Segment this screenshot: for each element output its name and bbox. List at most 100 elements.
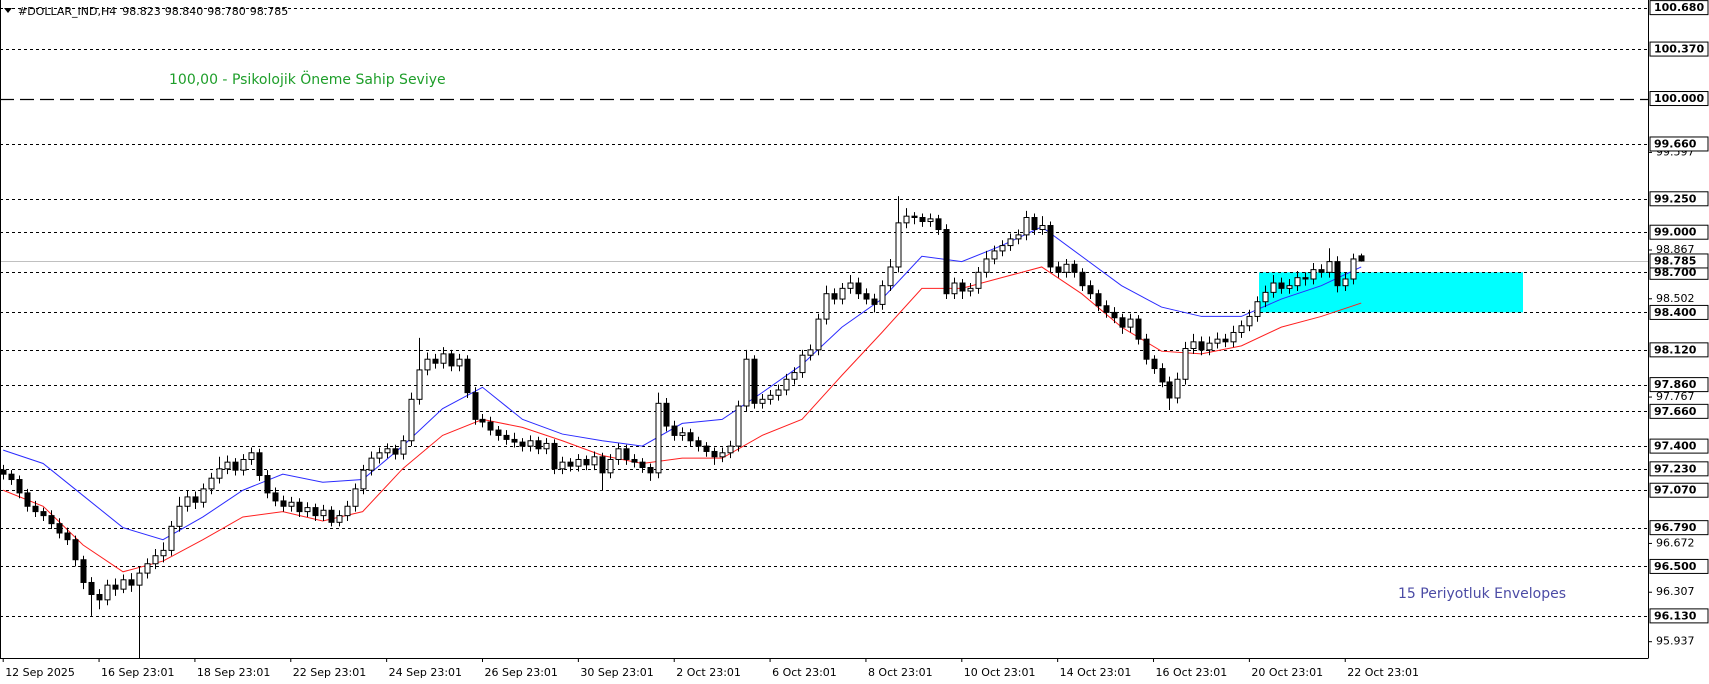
candle-body [400,440,407,455]
candle-body [799,354,806,374]
candle-body [1095,293,1102,307]
level-label: 97.860 [1654,378,1697,391]
candle-body [1286,285,1293,289]
candle-body [511,438,518,443]
candle-body [807,349,814,356]
candle-body [280,500,287,507]
annotation: 100,00 - Psikolojik Öneme Sahip Seviye [169,70,446,88]
candle-body [272,492,279,502]
level-label-box [1649,191,1709,207]
candle-body [208,477,215,490]
candle-body [543,442,550,450]
level-label-box [1649,136,1709,152]
candle-body [519,441,526,447]
candle-body [1222,338,1229,343]
candle-body [967,287,974,292]
candle-body [1023,217,1030,236]
candle-body [1079,271,1086,287]
candle-body [24,492,31,507]
current-price-label-box [1649,253,1709,269]
level-label-box [1649,438,1709,454]
candle-body [631,458,638,463]
candle-body [152,555,159,565]
candle-body [847,282,854,289]
candle-body [927,218,934,223]
level-label-box [1649,520,1709,536]
candle-body [192,496,199,503]
candle-body [1135,318,1142,340]
y-tick-label: 96.307 [1656,585,1695,598]
candle-body [975,271,982,289]
candle-body [240,458,247,471]
candle-body [639,461,646,468]
candle-body [935,218,942,231]
open-value: 98.823 [122,5,161,18]
candle-body [839,287,846,300]
candle-body [16,479,23,494]
candle-body [495,429,502,436]
candle-body [104,584,111,601]
candle-body [1143,338,1150,360]
candle-body [1087,285,1094,295]
candle-body [855,282,862,295]
candle-body [879,285,886,305]
candle-body [991,250,998,260]
candle-body [1159,368,1166,383]
x-tick-label: 22 Oct 23:01 [1347,666,1419,679]
close-value: 98.785 [250,5,289,18]
candle-body [1174,378,1181,399]
level-label: 97.660 [1654,405,1697,418]
level-label-box [1649,461,1709,477]
candle-body [200,488,207,503]
level-label-box [1649,377,1709,393]
candle-body [671,425,678,436]
candle-body [96,593,103,601]
candle-body [320,509,327,517]
candle-body [424,358,431,371]
candle-body [1350,258,1357,280]
candle-body [887,266,894,287]
candle-body [559,461,566,470]
candle-body [711,450,718,458]
candle-body [448,353,455,367]
candle-body [184,496,191,507]
candle-body [1031,217,1038,231]
candle-body [48,515,55,525]
candle-body [695,440,702,447]
x-tick-label: 2 Oct 23:01 [676,666,741,679]
candle-body [1007,238,1014,247]
candle-body [72,539,79,561]
candle-body [1326,261,1333,273]
candle-body [328,509,335,523]
candle-body [344,505,351,517]
candle-body [224,461,231,470]
candle-body [1310,269,1317,280]
candle-body [663,402,670,427]
level-label-box [1649,558,1709,574]
candle-body [160,549,167,557]
candle-body [999,245,1006,252]
level-label: 100.680 [1654,1,1704,14]
x-tick-label: 8 Oct 23:01 [868,666,933,679]
y-tick-label: 98.502 [1656,292,1695,305]
candle-body [216,468,223,479]
candle-body [0,469,7,475]
candle-body [535,440,542,450]
candle-body [727,445,734,454]
level-label-box [1649,304,1709,320]
candle-body [360,469,367,490]
candle-body [288,501,295,507]
candle-body [80,559,87,583]
level-label-box [1649,0,1709,16]
candle-body [1119,317,1126,328]
candle-body [1190,341,1197,350]
x-tick-label: 12 Sep 2025 [5,666,75,679]
candle-body [911,215,918,219]
candle-body [368,457,375,471]
candle-body [264,475,271,494]
candle-body [1334,261,1341,287]
candle-body [432,358,439,364]
candle-body [767,394,774,400]
candle-body [88,581,95,595]
level-label-box [1649,342,1709,358]
